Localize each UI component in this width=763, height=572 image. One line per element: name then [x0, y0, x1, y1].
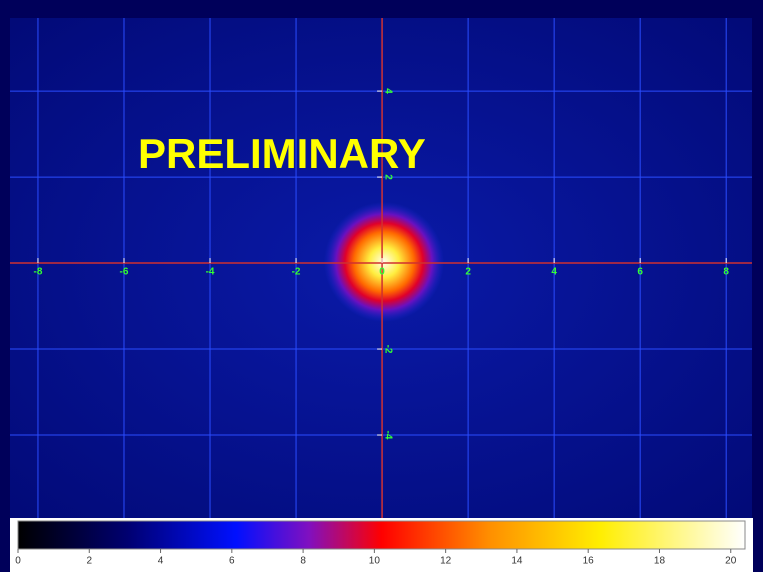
x-tick-label: -2	[292, 267, 301, 278]
x-tick-label: -8	[34, 267, 43, 278]
y-tick-label: 4	[382, 88, 393, 94]
colorbar-tick-label: 4	[158, 556, 164, 567]
colorbar-tick-label: 0	[15, 556, 21, 567]
x-tick-label: 8	[723, 267, 729, 278]
chart: -8-6-4-202468-4-224 PRELIMINARY 02468101…	[0, 0, 763, 572]
colorbar-tick-label: 2	[86, 556, 92, 567]
annotation: PRELIMINARY	[138, 130, 426, 177]
colorbar-tick-label: 8	[300, 556, 306, 567]
colorbar-tick-label: 12	[440, 556, 452, 567]
y-tick-label: -4	[382, 431, 393, 440]
colorbar-tick-label: 14	[511, 556, 523, 567]
colorbar-tick-label: 18	[654, 556, 666, 567]
colorbar-tick-label: 16	[583, 556, 595, 567]
y-tick-label: -2	[382, 345, 393, 354]
colorbar-tick-label: 6	[229, 556, 235, 567]
x-tick-label: 6	[637, 267, 643, 278]
x-tick-label: -6	[120, 267, 129, 278]
colorbar-tick-label: 10	[369, 556, 381, 567]
colorbar-tick-label: 20	[725, 556, 737, 567]
x-tick-label: 2	[465, 267, 471, 278]
x-tick-label: -4	[206, 267, 215, 278]
colorbar	[18, 521, 745, 549]
x-tick-label: 4	[551, 267, 557, 278]
x-tick-label: 0	[379, 267, 385, 278]
source-blob	[324, 202, 444, 322]
